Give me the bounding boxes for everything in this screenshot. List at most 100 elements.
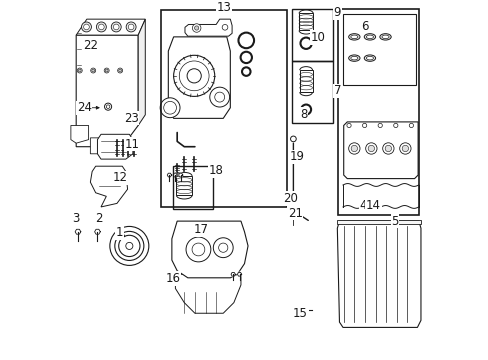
Circle shape (393, 123, 397, 127)
Bar (161, 10, 286, 207)
Circle shape (192, 24, 201, 32)
Text: 9: 9 (333, 6, 341, 19)
Circle shape (290, 136, 296, 142)
Circle shape (187, 69, 201, 83)
Text: 1: 1 (116, 226, 123, 239)
Circle shape (106, 105, 110, 108)
Text: 6: 6 (361, 20, 368, 33)
Text: 15: 15 (292, 307, 307, 320)
Polygon shape (303, 307, 308, 314)
Text: 22: 22 (82, 39, 98, 52)
Text: 12: 12 (112, 171, 127, 184)
Circle shape (346, 123, 350, 127)
Circle shape (213, 238, 233, 258)
Polygon shape (337, 221, 420, 327)
Ellipse shape (348, 34, 359, 40)
Text: 2: 2 (95, 212, 102, 225)
Circle shape (209, 87, 229, 107)
Circle shape (222, 24, 227, 30)
Text: 10: 10 (310, 31, 325, 44)
Circle shape (118, 68, 122, 73)
Circle shape (194, 26, 199, 30)
Text: 7: 7 (333, 84, 341, 97)
Circle shape (105, 69, 108, 72)
Circle shape (163, 102, 176, 114)
Text: 3: 3 (72, 212, 80, 225)
Ellipse shape (350, 57, 357, 60)
Circle shape (173, 55, 214, 96)
Polygon shape (90, 138, 138, 154)
Bar (172, 166, 213, 209)
Circle shape (350, 145, 357, 152)
Polygon shape (171, 221, 247, 278)
Ellipse shape (366, 57, 373, 60)
Bar (176, 176, 192, 195)
Text: 8: 8 (300, 108, 307, 121)
Text: 11: 11 (124, 138, 139, 151)
Bar (337, 220, 420, 224)
Bar (292, 9, 332, 60)
Circle shape (160, 98, 180, 118)
Circle shape (348, 143, 359, 154)
Circle shape (126, 22, 136, 32)
Circle shape (362, 123, 366, 127)
Polygon shape (184, 19, 232, 36)
Ellipse shape (381, 35, 388, 39)
Circle shape (408, 123, 413, 127)
Text: 13: 13 (216, 1, 231, 14)
Polygon shape (90, 166, 127, 207)
Bar (342, 14, 415, 85)
Ellipse shape (348, 55, 359, 61)
Ellipse shape (379, 34, 390, 40)
Circle shape (81, 22, 91, 32)
Text: 24: 24 (77, 101, 92, 114)
Ellipse shape (350, 35, 357, 39)
Polygon shape (76, 35, 138, 147)
Circle shape (98, 24, 104, 30)
Circle shape (119, 69, 122, 72)
Polygon shape (230, 273, 235, 276)
Bar (292, 61, 332, 123)
Text: 14: 14 (365, 199, 380, 212)
Circle shape (399, 143, 410, 154)
Circle shape (382, 143, 393, 154)
Circle shape (111, 22, 121, 32)
Polygon shape (76, 19, 145, 35)
Circle shape (77, 68, 82, 73)
Text: 21: 21 (287, 207, 302, 220)
Circle shape (377, 123, 382, 127)
Circle shape (365, 143, 376, 154)
Circle shape (91, 68, 96, 73)
Circle shape (104, 103, 111, 110)
Circle shape (113, 24, 119, 30)
Text: 20: 20 (283, 192, 297, 205)
Text: 17: 17 (193, 224, 208, 237)
Bar (299, 13, 313, 31)
Text: 5: 5 (390, 215, 398, 228)
Polygon shape (178, 173, 183, 177)
Polygon shape (173, 173, 177, 177)
Circle shape (96, 22, 106, 32)
Circle shape (367, 145, 374, 152)
Polygon shape (71, 125, 88, 143)
Circle shape (78, 69, 81, 72)
Circle shape (385, 145, 391, 152)
Bar (338, 9, 418, 215)
Circle shape (401, 145, 407, 152)
Polygon shape (167, 173, 171, 177)
Polygon shape (175, 274, 241, 313)
Circle shape (92, 69, 94, 72)
Polygon shape (97, 134, 133, 159)
Polygon shape (237, 273, 241, 276)
Polygon shape (94, 229, 100, 234)
Polygon shape (138, 19, 145, 125)
Text: 23: 23 (123, 112, 138, 125)
Text: 16: 16 (165, 272, 180, 285)
Ellipse shape (366, 35, 373, 39)
Circle shape (83, 24, 89, 30)
Bar (299, 70, 312, 92)
Circle shape (185, 237, 210, 262)
Ellipse shape (364, 55, 375, 61)
Polygon shape (75, 229, 81, 234)
Circle shape (128, 24, 134, 30)
